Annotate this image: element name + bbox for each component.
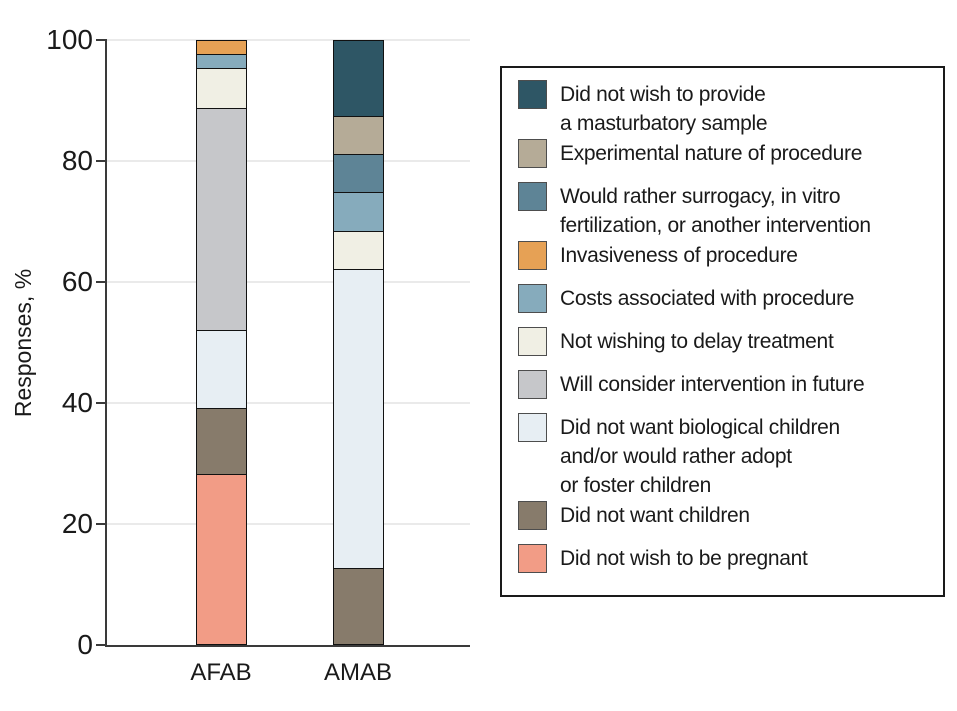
- y-tick-label: 60: [61, 266, 93, 297]
- legend-swatch: [518, 80, 547, 109]
- legend-swatch: [518, 284, 547, 313]
- legend-label-line: Did not want children: [560, 504, 750, 527]
- gridline: [107, 523, 470, 525]
- gridline: [107, 402, 470, 404]
- legend-item: Would rather surrogacy, in vitro fertiliz…: [518, 182, 935, 240]
- legend-label-line: Not wishing to delay treatment: [560, 330, 834, 353]
- gridline: [107, 160, 470, 162]
- x-tick-label-afab: AFAB: [190, 659, 252, 686]
- legend-label-line: fertilization, or another intervention: [560, 214, 871, 237]
- legend-item: Did not wish to provide a masturbatory sa…: [518, 80, 935, 138]
- y-tick-label: 100: [46, 24, 93, 55]
- bar-segment: [334, 41, 383, 116]
- bar-segment: [334, 230, 383, 269]
- legend-label: Experimental nature of procedure: [560, 139, 862, 168]
- gridline: [107, 39, 470, 41]
- legend-label: Costs associated with procedure: [560, 284, 854, 313]
- bar-segment: [197, 408, 246, 475]
- legend-item: Invasiveness of procedure: [518, 241, 935, 270]
- legend-label-line: Did not want biological children: [560, 416, 840, 439]
- legend-label: Did not wish to provide a masturbatory sa…: [560, 80, 768, 138]
- bar-segment: [197, 68, 246, 108]
- bar-segment: [334, 268, 383, 569]
- legend-label: Did not wish to be pregnant: [560, 544, 808, 573]
- y-tickmark: [96, 39, 107, 41]
- legend-label: Did not want biological children and/or w…: [560, 413, 840, 500]
- legend-label-line: Invasiveness of procedure: [560, 244, 798, 267]
- bar-afab: [196, 40, 247, 645]
- legend-item: Experimental nature of procedure: [518, 139, 935, 168]
- legend-label-line: or foster children: [560, 474, 712, 497]
- legend-item: Costs associated with procedure: [518, 284, 935, 313]
- y-tick-label: 0: [77, 629, 93, 660]
- x-tick-label-amab: AMAB: [323, 659, 392, 686]
- gridline: [107, 281, 470, 283]
- legend-swatch: [518, 327, 547, 356]
- y-tickmark: [96, 523, 107, 525]
- bar-segment: [197, 40, 246, 55]
- legend-label-line: and/or would rather adopt: [560, 445, 792, 468]
- legend-label: Did not want children: [560, 501, 750, 530]
- legend-label-line: Would rather surrogacy, in vitro: [560, 185, 841, 208]
- y-tickmark: [96, 281, 107, 283]
- legend-item: Did not want children: [518, 501, 935, 530]
- bar-segment: [334, 192, 383, 231]
- legend-label-line: Will consider intervention in future: [560, 373, 865, 396]
- legend-swatch: [518, 182, 547, 211]
- y-tick-label: 80: [61, 145, 93, 176]
- bar-segment: [334, 153, 383, 193]
- legend-swatch: [518, 501, 547, 530]
- legend-label-line: Costs associated with procedure: [560, 287, 855, 310]
- legend-label: Would rather surrogacy, in vitro fertiliz…: [560, 182, 871, 240]
- bar-segment: [334, 568, 383, 644]
- legend: Did not wish to provide a masturbatory sa…: [500, 66, 945, 597]
- legend-swatch: [518, 370, 547, 399]
- legend-label-line: Did not wish to be pregnant: [560, 547, 808, 570]
- bar-segment: [197, 474, 246, 644]
- legend-label: Will consider intervention in future: [560, 370, 865, 399]
- y-tickmark: [96, 402, 107, 404]
- y-tick-label: 40: [61, 387, 93, 418]
- y-tick-label: 20: [61, 508, 93, 539]
- legend-swatch: [518, 139, 547, 168]
- legend-label-line: Experimental nature of procedure: [560, 142, 863, 165]
- legend-item: Will consider intervention in future: [518, 370, 935, 399]
- legend-item: Did not wish to be pregnant: [518, 544, 935, 573]
- legend-swatch: [518, 544, 547, 573]
- bar-segment: [197, 329, 246, 409]
- bar-segment: [197, 108, 246, 330]
- legend-label: Invasiveness of procedure: [560, 241, 798, 270]
- y-tickmark: [96, 160, 107, 162]
- legend-swatch: [518, 413, 547, 442]
- bar-segment: [197, 54, 246, 69]
- legend-item: Not wishing to delay treatment: [518, 327, 935, 356]
- bar-amab: [333, 40, 384, 645]
- legend-label-line: a masturbatory sample: [560, 112, 768, 135]
- legend-swatch: [518, 241, 547, 270]
- legend-label-line: Did not wish to provide: [560, 83, 766, 106]
- bar-segment: [334, 115, 383, 154]
- legend-label: Not wishing to delay treatment: [560, 327, 834, 356]
- y-tickmark: [96, 644, 107, 646]
- legend-item: Did not want biological children and/or w…: [518, 413, 935, 500]
- plot-area: AFAB AMAB 0 20 40 60 80 100: [46, 26, 470, 686]
